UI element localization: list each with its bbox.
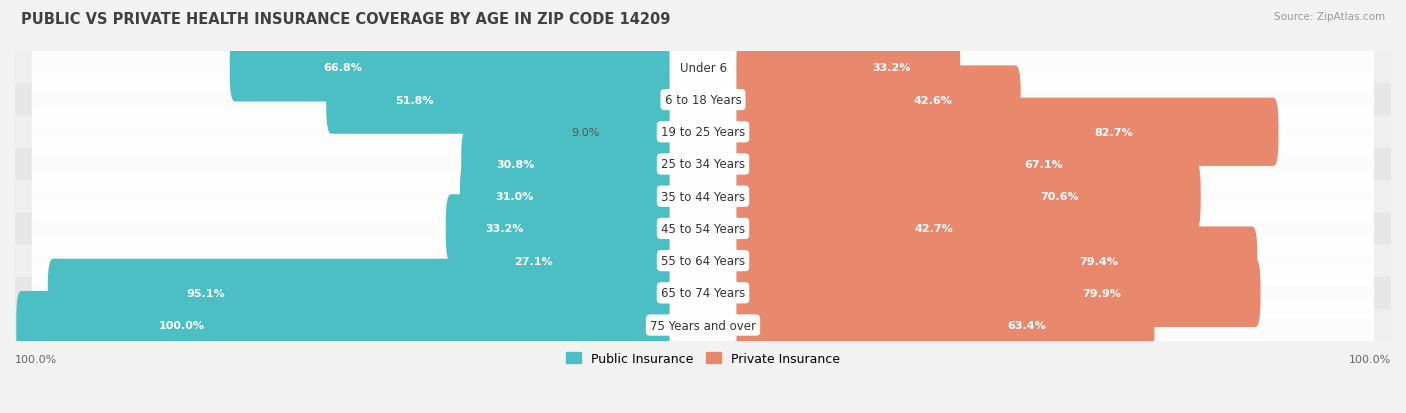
FancyBboxPatch shape [32,269,1374,318]
Text: 75 Years and over: 75 Years and over [650,319,756,332]
FancyBboxPatch shape [32,76,1374,125]
FancyBboxPatch shape [32,108,1374,157]
Text: 31.0%: 31.0% [496,192,534,202]
Text: 79.9%: 79.9% [1081,288,1121,298]
FancyBboxPatch shape [737,227,1257,295]
FancyBboxPatch shape [17,291,669,359]
FancyBboxPatch shape [737,291,1154,359]
FancyBboxPatch shape [485,227,669,295]
FancyBboxPatch shape [737,131,1178,199]
Text: 30.8%: 30.8% [496,159,536,170]
Text: 9.0%: 9.0% [572,128,600,138]
Text: 35 to 44 Years: 35 to 44 Years [661,190,745,203]
FancyBboxPatch shape [737,259,1260,327]
FancyBboxPatch shape [461,131,669,199]
Text: 19 to 25 Years: 19 to 25 Years [661,126,745,139]
FancyBboxPatch shape [460,163,669,231]
FancyBboxPatch shape [326,66,669,134]
Text: 33.2%: 33.2% [485,224,523,234]
Text: PUBLIC VS PRIVATE HEALTH INSURANCE COVERAGE BY AGE IN ZIP CODE 14209: PUBLIC VS PRIVATE HEALTH INSURANCE COVER… [21,12,671,27]
FancyBboxPatch shape [15,309,1391,341]
Legend: Public Insurance, Private Insurance: Public Insurance, Private Insurance [561,347,845,370]
Text: 45 to 54 Years: 45 to 54 Years [661,222,745,235]
Text: 25 to 34 Years: 25 to 34 Years [661,158,745,171]
Text: 65 to 74 Years: 65 to 74 Years [661,287,745,299]
FancyBboxPatch shape [15,52,1391,84]
FancyBboxPatch shape [737,163,1201,231]
Text: 42.6%: 42.6% [914,95,953,105]
Text: 100.0%: 100.0% [15,354,58,364]
FancyBboxPatch shape [15,245,1391,277]
FancyBboxPatch shape [15,277,1391,309]
Text: 100.0%: 100.0% [159,320,205,330]
FancyBboxPatch shape [737,66,1021,134]
FancyBboxPatch shape [737,98,1278,166]
Text: 95.1%: 95.1% [187,288,225,298]
FancyBboxPatch shape [32,237,1374,285]
Text: 100.0%: 100.0% [1348,354,1391,364]
FancyBboxPatch shape [32,140,1374,189]
FancyBboxPatch shape [15,180,1391,213]
Text: Under 6: Under 6 [679,62,727,75]
FancyBboxPatch shape [32,204,1374,253]
FancyBboxPatch shape [15,149,1391,180]
FancyBboxPatch shape [32,44,1374,93]
Text: 33.2%: 33.2% [872,63,910,73]
FancyBboxPatch shape [15,84,1391,116]
FancyBboxPatch shape [446,195,669,263]
Text: 55 to 64 Years: 55 to 64 Years [661,254,745,268]
Text: 67.1%: 67.1% [1024,159,1063,170]
Text: 79.4%: 79.4% [1080,256,1118,266]
Text: Source: ZipAtlas.com: Source: ZipAtlas.com [1274,12,1385,22]
FancyBboxPatch shape [32,172,1374,221]
Text: 70.6%: 70.6% [1040,192,1078,202]
FancyBboxPatch shape [48,259,669,327]
FancyBboxPatch shape [602,98,669,166]
FancyBboxPatch shape [15,116,1391,149]
Text: 51.8%: 51.8% [395,95,434,105]
FancyBboxPatch shape [737,195,1021,263]
FancyBboxPatch shape [737,34,960,102]
FancyBboxPatch shape [32,301,1374,350]
Text: 82.7%: 82.7% [1094,128,1133,138]
Text: 66.8%: 66.8% [323,63,361,73]
Text: 6 to 18 Years: 6 to 18 Years [665,94,741,107]
FancyBboxPatch shape [229,34,669,102]
Text: 63.4%: 63.4% [1008,320,1046,330]
Text: 42.7%: 42.7% [914,224,953,234]
Text: 27.1%: 27.1% [515,256,553,266]
FancyBboxPatch shape [15,213,1391,245]
